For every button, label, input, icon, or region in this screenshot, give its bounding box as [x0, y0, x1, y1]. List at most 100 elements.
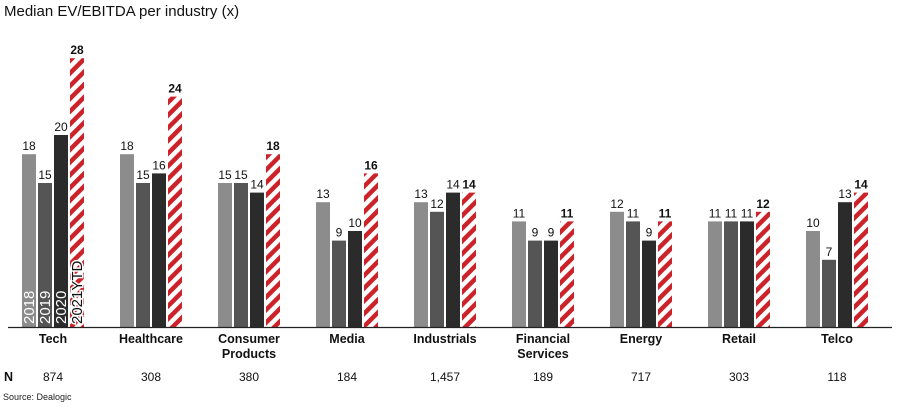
bar-2020-8: [838, 202, 852, 327]
bar-2018-8: [806, 231, 820, 327]
data-label-2019-8: 7: [826, 245, 833, 259]
n-value-3: 184: [337, 370, 357, 384]
data-label-2018-4: 13: [414, 187, 428, 201]
data-label-2019-0: 15: [38, 168, 52, 182]
bar-2019-8: [822, 259, 836, 327]
data-label-2021ytd-5: 11: [561, 206, 574, 220]
n-value-4: 1,457: [430, 370, 460, 384]
data-label-2018-2: 15: [218, 168, 232, 182]
series-name-2018: 2018: [21, 291, 38, 324]
bar-2021ytd-5: [560, 221, 574, 327]
bar-2021ytd-6: [658, 221, 672, 327]
bar-2018-4: [414, 202, 428, 327]
bar-2018-5: [512, 221, 526, 327]
data-label-2020-1: 16: [152, 158, 166, 172]
n-value-1: 308: [141, 370, 161, 384]
bar-2018-3: [316, 202, 330, 327]
data-label-2018-1: 18: [120, 139, 134, 153]
bar-2021ytd-3: [364, 173, 378, 327]
data-label-2020-6: 9: [646, 226, 653, 240]
bar-2019-3: [332, 240, 346, 327]
bar-2021ytd-4: [462, 192, 476, 327]
category-label-1-0: Healthcare: [119, 332, 183, 346]
bar-2020-6: [642, 240, 656, 327]
data-label-2021ytd-1: 24: [168, 82, 182, 96]
bar-2018-6: [610, 211, 624, 327]
n-value-8: 118: [827, 370, 846, 384]
n-value-0: 874: [43, 370, 63, 384]
data-label-2018-5: 11: [513, 206, 526, 220]
bar-2018-2: [218, 183, 232, 327]
n-value-2: 380: [239, 370, 259, 384]
data-label-2018-3: 13: [316, 187, 330, 201]
n-value-7: 303: [729, 370, 749, 384]
data-label-2019-4: 12: [430, 197, 444, 211]
bar-2021ytd-0: [70, 58, 84, 327]
data-label-2021ytd-0: 28: [70, 43, 84, 57]
data-label-2019-2: 15: [234, 168, 248, 182]
bar-2019-1: [136, 183, 150, 327]
bar-2018-1: [120, 154, 134, 327]
category-label-5-1: Services: [517, 347, 568, 361]
bar-2021ytd-7: [756, 211, 770, 327]
data-label-2020-5: 9: [548, 226, 555, 240]
bar-2021ytd-8: [854, 192, 868, 327]
data-label-2019-1: 15: [136, 168, 150, 182]
series-name-2021ytd: 2021YTD: [69, 260, 86, 324]
bar-2019-4: [430, 211, 444, 327]
data-label-2020-8: 13: [838, 187, 852, 201]
data-label-2019-7: 11: [725, 206, 738, 220]
bar-2019-5: [528, 240, 542, 327]
category-label-2-0: Consumer: [218, 332, 280, 346]
data-label-2021ytd-4: 14: [462, 178, 476, 192]
data-label-2021ytd-6: 11: [659, 206, 672, 220]
data-label-2019-6: 11: [627, 206, 640, 220]
data-label-2021ytd-2: 18: [266, 139, 280, 153]
bar-2020-3: [348, 231, 362, 327]
data-label-2018-8: 10: [806, 216, 820, 230]
data-label-2018-6: 12: [610, 197, 624, 211]
series-name-2019: 2019: [37, 291, 54, 324]
data-label-2018-7: 11: [709, 206, 722, 220]
data-label-2019-5: 9: [532, 226, 539, 240]
category-label-6-0: Energy: [620, 332, 662, 346]
data-label-2021ytd-8: 14: [854, 178, 868, 192]
n-value-5: 189: [533, 370, 553, 384]
n-row-label: N: [4, 370, 13, 384]
data-label-2020-7: 11: [741, 206, 754, 220]
data-label-2021ytd-7: 12: [756, 197, 770, 211]
data-label-2020-3: 10: [348, 216, 362, 230]
chart-title: Median EV/EBITDA per industry (x): [4, 3, 240, 20]
bar-2020-7: [740, 221, 754, 327]
bar-2020-1: [152, 173, 166, 327]
bar-2020-2: [250, 192, 264, 327]
category-label-0-0: Tech: [39, 332, 67, 346]
category-label-7-0: Retail: [722, 332, 756, 346]
bar-2021ytd-2: [266, 154, 280, 327]
bar-2020-0: [54, 135, 68, 327]
bar-2019-0: [38, 183, 52, 327]
category-label-5-0: Financial: [516, 332, 570, 346]
category-label-8-0: Telco: [821, 332, 853, 346]
data-label-2021ytd-3: 16: [364, 158, 378, 172]
category-label-3-0: Media: [329, 332, 365, 346]
bar-2021ytd-1: [168, 96, 182, 327]
source-note: Source: Dealogic: [3, 392, 72, 402]
bar-2019-6: [626, 221, 640, 327]
data-label-2020-0: 20: [54, 120, 68, 134]
series-name-2020: 2020: [53, 291, 70, 324]
n-value-6: 717: [631, 370, 651, 384]
data-label-2020-2: 14: [250, 178, 264, 192]
category-label-2-1: Products: [222, 347, 276, 361]
category-label-4-0: Industrials: [413, 332, 476, 346]
bar-2018-0: [22, 154, 36, 327]
data-label-2018-0: 18: [22, 139, 36, 153]
bar-2019-2: [234, 183, 248, 327]
bar-2019-7: [724, 221, 738, 327]
bar-2020-5: [544, 240, 558, 327]
bar-2018-7: [708, 221, 722, 327]
data-label-2019-3: 9: [336, 226, 343, 240]
bar-2020-4: [446, 192, 460, 327]
data-label-2020-4: 14: [446, 178, 460, 192]
